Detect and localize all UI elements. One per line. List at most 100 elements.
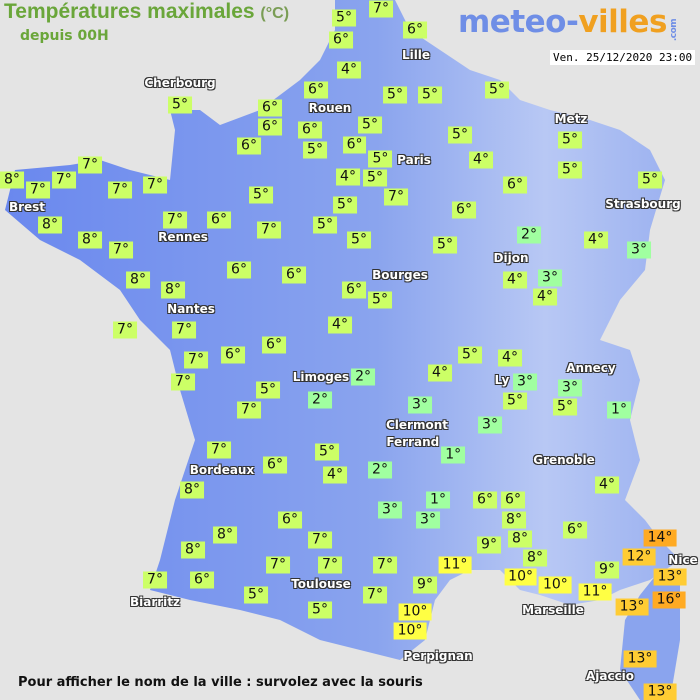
temperature-marker[interactable]: 5° xyxy=(485,81,509,99)
temperature-marker[interactable]: 9° xyxy=(413,576,437,594)
temperature-marker[interactable]: 6° xyxy=(501,491,525,509)
temperature-marker[interactable]: 7° xyxy=(363,586,387,604)
temperature-marker[interactable]: 10° xyxy=(393,622,427,639)
temperature-marker[interactable]: 6° xyxy=(190,571,214,589)
temperature-marker[interactable]: 13° xyxy=(615,598,649,616)
temperature-marker[interactable]: 5° xyxy=(363,169,387,187)
temperature-marker[interactable]: 5° xyxy=(333,196,357,214)
temperature-marker[interactable]: 9° xyxy=(477,536,501,554)
temperature-marker[interactable]: 7° xyxy=(184,351,208,369)
temperature-marker[interactable]: 4° xyxy=(498,349,522,367)
temperature-marker[interactable]: 3° xyxy=(627,241,651,259)
temperature-marker[interactable]: 2° xyxy=(308,391,332,409)
temperature-marker[interactable]: 5° xyxy=(358,116,382,134)
temperature-marker[interactable]: 6° xyxy=(258,118,282,136)
temperature-marker[interactable]: 4° xyxy=(595,476,619,494)
temperature-marker[interactable]: 8° xyxy=(0,171,24,189)
temperature-marker[interactable]: 8° xyxy=(126,271,150,289)
temperature-marker[interactable]: 7° xyxy=(78,156,102,174)
temperature-marker[interactable]: 8° xyxy=(78,231,102,249)
temperature-marker[interactable]: 4° xyxy=(336,168,360,186)
temperature-marker[interactable]: 12° xyxy=(622,548,656,566)
temperature-marker[interactable]: 8° xyxy=(38,216,62,234)
temperature-marker[interactable]: 6° xyxy=(304,81,328,99)
temperature-marker[interactable]: 6° xyxy=(237,137,261,155)
temperature-marker[interactable]: 5° xyxy=(303,141,327,159)
temperature-marker[interactable]: 5° xyxy=(332,9,356,27)
temperature-marker[interactable]: 11° xyxy=(578,583,612,601)
temperature-marker[interactable]: 3° xyxy=(378,501,402,519)
temperature-marker[interactable]: 5° xyxy=(418,86,442,104)
logo[interactable]: meteo-villes .com xyxy=(458,4,685,41)
temperature-marker[interactable]: 5° xyxy=(458,346,482,364)
temperature-marker[interactable]: 13° xyxy=(643,683,677,700)
temperature-marker[interactable]: 5° xyxy=(638,171,662,189)
temperature-marker[interactable]: 6° xyxy=(221,346,245,364)
temperature-marker[interactable]: 5° xyxy=(168,96,192,114)
temperature-marker[interactable]: 6° xyxy=(227,261,251,279)
temperature-marker[interactable]: 1° xyxy=(607,401,631,419)
temperature-marker[interactable]: 4° xyxy=(533,288,557,306)
temperature-marker[interactable]: 6° xyxy=(278,511,302,529)
temperature-marker[interactable]: 5° xyxy=(433,236,457,254)
temperature-marker[interactable]: 14° xyxy=(643,529,677,547)
temperature-marker[interactable]: 7° xyxy=(108,181,132,199)
temperature-marker[interactable]: 7° xyxy=(143,571,167,589)
temperature-marker[interactable]: 4° xyxy=(428,364,452,382)
temperature-marker[interactable]: 8° xyxy=(161,281,185,299)
temperature-marker[interactable]: 6° xyxy=(473,491,497,509)
temperature-marker[interactable]: 5° xyxy=(558,131,582,149)
temperature-marker[interactable]: 7° xyxy=(171,373,195,391)
temperature-marker[interactable]: 8° xyxy=(213,526,237,544)
temperature-marker[interactable]: 8° xyxy=(523,549,547,567)
temperature-marker[interactable]: 4° xyxy=(323,466,347,484)
temperature-marker[interactable]: 6° xyxy=(342,136,367,154)
temperature-marker[interactable]: 6° xyxy=(403,21,427,39)
temperature-marker[interactable]: 11° xyxy=(438,556,472,574)
temperature-marker[interactable]: 5° xyxy=(383,86,407,104)
temperature-marker[interactable]: 6° xyxy=(263,456,287,474)
temperature-marker[interactable]: 5° xyxy=(368,150,393,168)
temperature-marker[interactable]: 8° xyxy=(181,541,205,559)
temperature-marker[interactable]: 7° xyxy=(369,0,393,17)
temperature-marker[interactable]: 7° xyxy=(308,531,332,549)
temperature-marker[interactable]: 8° xyxy=(502,511,526,529)
temperature-marker[interactable]: 13° xyxy=(653,568,687,586)
temperature-marker[interactable]: 6° xyxy=(258,99,282,117)
temperature-marker[interactable]: 4° xyxy=(503,271,527,289)
temperature-marker[interactable]: 5° xyxy=(503,392,527,410)
temperature-marker[interactable]: 7° xyxy=(109,241,133,259)
temperature-marker[interactable]: 8° xyxy=(508,530,532,548)
temperature-marker[interactable]: 7° xyxy=(384,188,408,206)
temperature-marker[interactable]: 6° xyxy=(452,201,476,219)
temperature-marker[interactable]: 7° xyxy=(373,556,397,574)
temperature-marker[interactable]: 1° xyxy=(441,446,466,464)
temperature-marker[interactable]: 1° xyxy=(426,491,450,509)
temperature-marker[interactable]: 8° xyxy=(180,481,204,499)
temperature-marker[interactable]: 5° xyxy=(249,186,273,204)
temperature-marker[interactable]: 7° xyxy=(172,321,196,339)
temperature-marker[interactable]: 7° xyxy=(143,176,167,194)
temperature-marker[interactable]: 10° xyxy=(504,568,537,586)
temperature-marker[interactable]: 6° xyxy=(262,336,286,354)
temperature-marker[interactable]: 5° xyxy=(315,443,339,461)
temperature-marker[interactable]: 5° xyxy=(368,291,392,309)
temperature-marker[interactable]: 7° xyxy=(237,401,261,419)
temperature-marker[interactable]: 5° xyxy=(256,381,280,399)
temperature-marker[interactable]: 2° xyxy=(368,461,392,479)
temperature-marker[interactable]: 3° xyxy=(416,511,440,529)
temperature-marker[interactable]: 2° xyxy=(351,368,376,386)
temperature-marker[interactable]: 4° xyxy=(469,151,493,169)
temperature-marker[interactable]: 9° xyxy=(595,561,619,579)
temperature-marker[interactable]: 7° xyxy=(51,171,76,189)
temperature-marker[interactable]: 10° xyxy=(398,603,432,620)
temperature-marker[interactable]: 7° xyxy=(163,211,187,229)
temperature-marker[interactable]: 7° xyxy=(113,321,137,339)
temperature-marker[interactable]: 7° xyxy=(207,441,231,459)
temperature-marker[interactable]: 3° xyxy=(558,379,582,397)
temperature-marker[interactable]: 6° xyxy=(342,281,366,299)
temperature-marker[interactable]: 7° xyxy=(266,556,290,574)
temperature-marker[interactable]: 5° xyxy=(347,231,371,249)
temperature-marker[interactable]: 6° xyxy=(563,521,587,539)
temperature-marker[interactable]: 6° xyxy=(329,31,353,49)
